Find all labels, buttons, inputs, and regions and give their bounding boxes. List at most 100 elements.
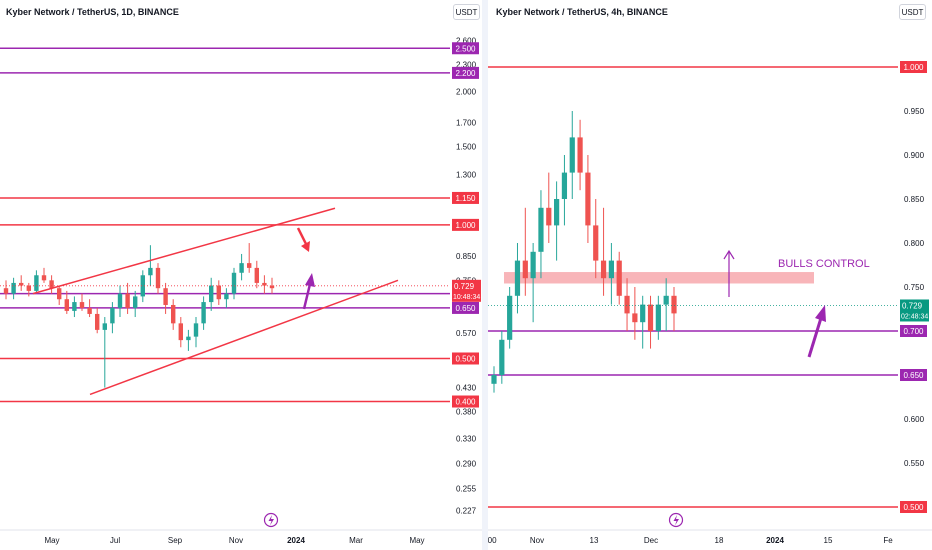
candle-body xyxy=(624,295,630,314)
candle-body xyxy=(554,199,560,226)
down-arrow-shaft xyxy=(296,227,308,245)
candle-body xyxy=(110,307,115,324)
candle-body xyxy=(163,288,168,305)
currency-unit-button[interactable]: USDT xyxy=(899,4,926,20)
candle-body xyxy=(507,295,513,340)
candle-body xyxy=(171,304,176,324)
x-tick-label: Nov xyxy=(530,536,544,545)
y-tick-label: 0.330 xyxy=(456,435,477,444)
candle-body xyxy=(632,313,638,323)
candle-body xyxy=(26,285,31,291)
chart-title: Kyber Network / TetherUS, 1D, BINANCE xyxy=(6,7,179,17)
y-tick-label: 0.430 xyxy=(456,384,477,393)
candle-body xyxy=(608,260,614,279)
currency-unit-button[interactable]: USDT xyxy=(453,4,480,20)
x-tick-label: Nov xyxy=(229,536,243,545)
x-tick-label: :00 xyxy=(488,536,497,545)
candle-body xyxy=(254,267,259,283)
candle-body xyxy=(216,285,221,300)
candle-body xyxy=(655,304,661,331)
level-badge xyxy=(900,501,927,513)
level-badge-label: 0.500 xyxy=(903,503,924,512)
level-badge xyxy=(452,42,479,55)
candle-body xyxy=(546,207,552,226)
y-tick-label: 0.750 xyxy=(904,283,925,292)
chart-svg-daily[interactable]: 2.600 2.300 2.000 1.700 1.500 1.300 1.000 0.850… xyxy=(0,0,482,550)
current-price-label: 0.729 xyxy=(902,301,923,310)
lightning-icon-glyph xyxy=(268,515,274,526)
level-badge-label: 0.650 xyxy=(455,304,476,313)
up-arrow-head xyxy=(305,273,315,287)
candle-body xyxy=(209,285,214,303)
candle-body xyxy=(499,339,505,375)
x-tick-label: Fe xyxy=(883,536,893,545)
y-tick-label: 2.000 xyxy=(456,87,477,96)
candle-body xyxy=(19,282,24,286)
candle-body xyxy=(34,275,39,291)
level-badge xyxy=(452,66,479,79)
candle-body xyxy=(663,295,669,305)
level-badge xyxy=(452,191,479,204)
bulls-control-zone[interactable] xyxy=(504,272,814,284)
candle-body xyxy=(491,375,497,384)
candle-body xyxy=(95,313,100,330)
current-price-label: 0.729 xyxy=(454,282,475,291)
candle-body xyxy=(193,323,199,337)
candle-body xyxy=(569,137,575,173)
candle-body xyxy=(102,323,107,330)
candle-body xyxy=(49,280,54,289)
price-axis[interactable] xyxy=(898,0,932,550)
candle-body xyxy=(262,282,267,286)
x-tick-label: Mar xyxy=(349,536,363,545)
level-badge xyxy=(900,61,927,73)
level-badge xyxy=(452,301,479,314)
candle-body xyxy=(239,263,244,273)
candle-body xyxy=(57,288,62,300)
thin-up-arrow-head xyxy=(723,249,735,260)
chart-panel-4h[interactable]: 1.000 0.950 0.900 0.850 0.800 0.750 0.700 0.650… xyxy=(488,0,932,550)
candle-body xyxy=(148,267,153,276)
level-badge xyxy=(452,218,479,231)
level-badge xyxy=(452,395,479,408)
x-tick-label: Sep xyxy=(168,536,183,545)
candle-body xyxy=(178,323,183,341)
candle-body xyxy=(79,302,85,308)
chart-panel-daily[interactable]: 2.600 2.300 2.000 1.700 1.500 1.300 1.000 0.850… xyxy=(0,0,482,550)
countdown-label: 02:48:34 xyxy=(901,313,928,320)
candle-body xyxy=(87,307,92,314)
x-tick-label: 13 xyxy=(590,536,599,545)
candle-body xyxy=(247,263,252,268)
price-axis[interactable] xyxy=(450,0,482,550)
x-tick-label: 18 xyxy=(715,536,724,545)
chart-svg-4h[interactable]: 1.000 0.950 0.900 0.850 0.800 0.750 0.700 0.650… xyxy=(488,0,932,550)
candle-body xyxy=(561,172,568,199)
chart-title: Kyber Network / TetherUS, 4h, BINANCE xyxy=(496,7,668,17)
y-tick-label: 2.600 xyxy=(456,37,477,46)
x-tick-label: Jul xyxy=(110,536,120,545)
current-price-badge xyxy=(452,279,481,302)
x-tick-label: 2024 xyxy=(287,536,305,545)
candle-body xyxy=(600,260,607,279)
x-tick-label: May xyxy=(409,536,424,545)
y-tick-label: 1.500 xyxy=(456,143,477,152)
trendline[interactable] xyxy=(89,279,399,396)
y-tick-label: 0.380 xyxy=(456,407,477,416)
candle-body xyxy=(231,272,237,294)
x-tick-label: 15 xyxy=(824,536,833,545)
candle-body xyxy=(186,336,191,341)
y-tick-label: 0.550 xyxy=(904,459,925,468)
trendline[interactable] xyxy=(32,207,336,295)
bulls-control-label: BULLS CONTROL xyxy=(778,258,870,270)
candle-body xyxy=(11,282,16,294)
candle-body xyxy=(538,207,544,252)
candle-body xyxy=(647,304,654,331)
y-tick-label: 1.300 xyxy=(456,170,477,179)
level-badge-label: 1.150 xyxy=(455,194,476,203)
candle-body xyxy=(3,288,9,294)
level-badge-label: 0.500 xyxy=(455,354,476,363)
level-badge xyxy=(900,325,927,337)
candle-body xyxy=(224,293,229,300)
panel-divider[interactable] xyxy=(482,0,488,550)
candle-body xyxy=(41,275,47,281)
y-tick-label: 0.900 xyxy=(904,151,925,160)
